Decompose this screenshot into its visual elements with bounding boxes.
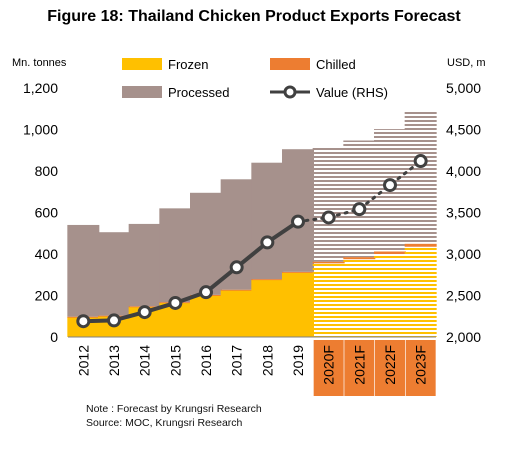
bar-chilled	[220, 289, 253, 291]
value-point	[107, 313, 121, 328]
x-tick-label: 2013	[106, 345, 122, 376]
bar-chilled	[312, 261, 345, 264]
bar-processed	[190, 192, 222, 295]
value-point	[321, 210, 336, 225]
x-tick-label: 2022F	[382, 345, 398, 385]
right-tick-label: 4,500	[446, 122, 481, 138]
bar-frozen	[374, 254, 406, 337]
bar-chilled	[343, 257, 376, 260]
source-note: Source: MOC, Krungsri Research	[86, 417, 243, 429]
forecast-note: Note : Forecast by Krungsri Research	[86, 403, 262, 415]
x-tick-label: 2014	[137, 345, 153, 376]
legend-swatch-processed	[122, 86, 162, 98]
x-tick-label: 2012	[75, 345, 91, 376]
bar-frozen	[251, 279, 284, 337]
value-point	[76, 314, 91, 329]
bar-frozen	[343, 259, 376, 337]
left-tick-label: 200	[35, 288, 59, 304]
value-point	[229, 260, 244, 275]
value-point	[383, 178, 397, 193]
right-tick-label: 2,000	[446, 329, 481, 345]
forecast-label-bg	[344, 340, 375, 396]
right-tick-label: 2,500	[446, 288, 481, 304]
bar-chilled	[251, 279, 284, 281]
bar-chilled	[404, 243, 437, 247]
legend-swatch-value-marker	[283, 85, 297, 99]
left-tick-label: 1,000	[23, 122, 58, 138]
bar-processed	[159, 208, 192, 303]
x-tick-label: 2021F	[351, 345, 367, 385]
legend-label: Value (RHS)	[316, 85, 388, 100]
bar-chilled	[282, 271, 314, 273]
legend-label: Frozen	[168, 57, 208, 72]
x-tick-label: 2016	[198, 345, 214, 376]
x-tick-label: 2015	[167, 345, 183, 376]
forecast-label-bg	[313, 340, 344, 396]
x-tick-label: 2023F	[413, 345, 429, 385]
right-tick-label: 5,000	[446, 80, 481, 96]
value-point	[413, 154, 428, 169]
legend-swatch-frozen	[122, 58, 162, 70]
bar-processed	[404, 111, 437, 244]
right-tick-label: 3,500	[446, 205, 481, 221]
value-point	[352, 202, 367, 217]
value-point	[168, 295, 183, 310]
legend-swatch-chilled	[270, 58, 310, 70]
bar-processed	[67, 224, 100, 317]
bar-processed	[98, 232, 130, 316]
value-point	[291, 214, 305, 229]
right-axis-title: USD, m	[447, 57, 486, 69]
right-tick-label: 3,000	[446, 246, 481, 262]
bar-frozen	[404, 246, 437, 337]
x-tick-label: 2018	[259, 345, 275, 376]
bar-processed	[343, 140, 376, 258]
left-tick-label: 0	[50, 329, 58, 345]
bar-frozen	[312, 263, 345, 337]
left-tick-label: 600	[35, 205, 59, 221]
legend-label: Processed	[168, 85, 229, 100]
bar-processed	[312, 147, 345, 262]
forecast-label-bg	[375, 340, 405, 396]
bar-processed	[128, 223, 161, 307]
bar-frozen	[190, 295, 222, 337]
left-tick-label: 400	[35, 246, 59, 262]
left-axis-title: Mn. tonnes	[12, 57, 67, 69]
bar-processed	[251, 162, 284, 280]
left-tick-label: 800	[35, 163, 59, 179]
left-tick-label: 1,200	[23, 80, 58, 96]
bar-frozen	[282, 272, 314, 337]
forecast-label-bg	[405, 340, 436, 396]
x-tick-label: 2019	[290, 345, 306, 376]
value-point	[199, 285, 213, 300]
bar-frozen	[220, 290, 253, 337]
x-tick-label: 2017	[229, 345, 245, 376]
bar-processed	[282, 149, 314, 272]
legend-label: Chilled	[316, 57, 356, 72]
bar-chilled	[374, 251, 406, 254]
value-point	[260, 235, 275, 250]
x-tick-label: 2020F	[321, 345, 337, 385]
right-tick-label: 4,000	[446, 163, 481, 179]
value-point	[137, 305, 152, 320]
chart-title: Figure 18: Thailand Chicken Product Expo…	[47, 8, 461, 25]
